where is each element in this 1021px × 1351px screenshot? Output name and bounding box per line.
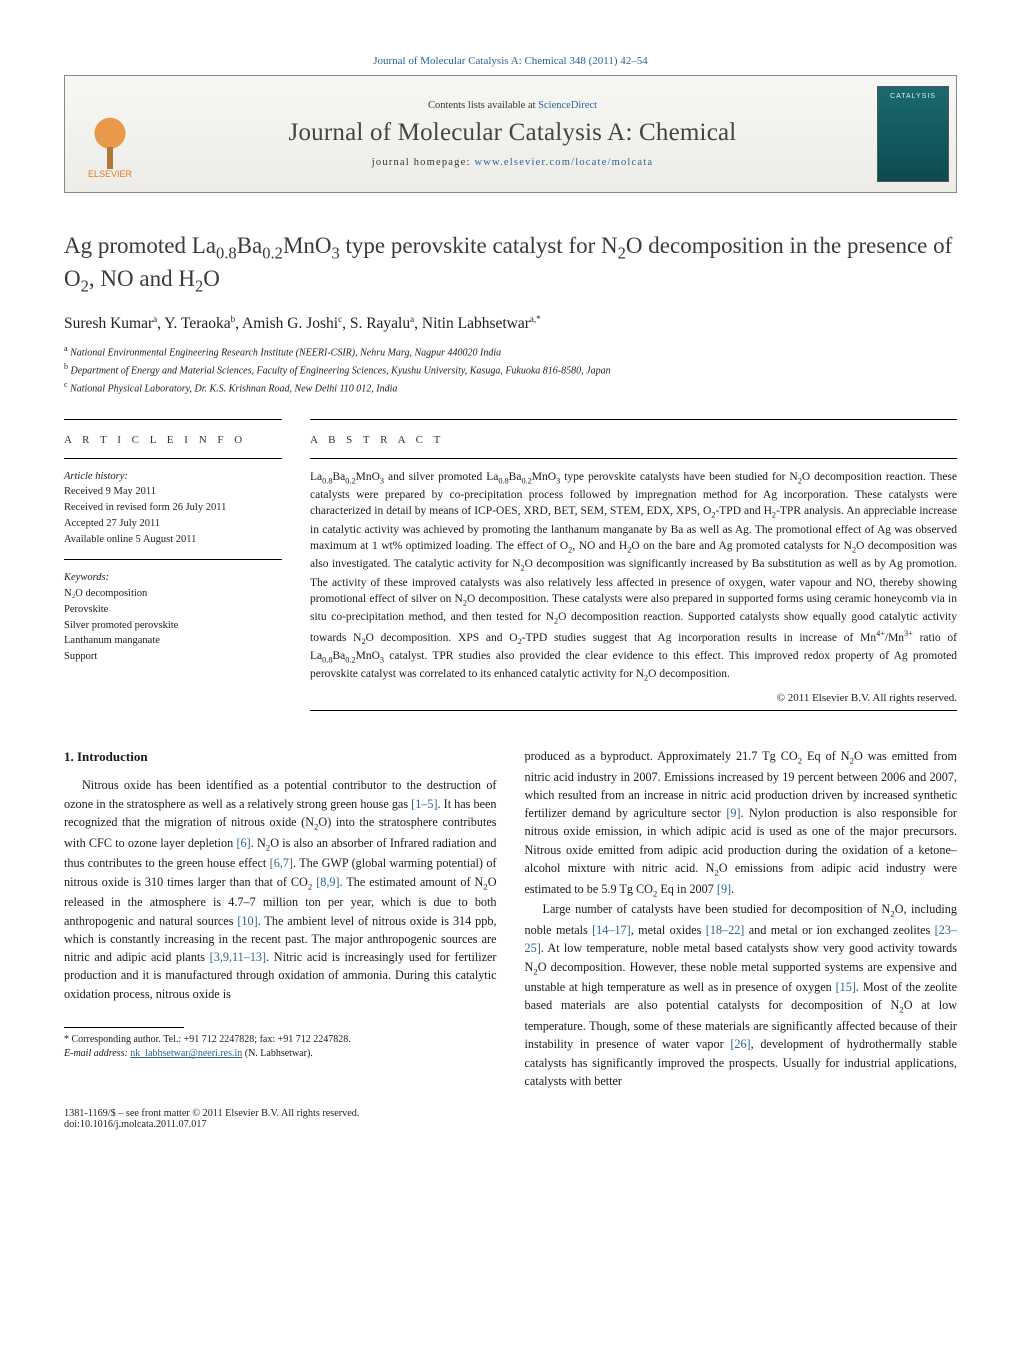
email-suffix: (N. Labhsetwar). [242, 1048, 313, 1059]
page-footer: 1381-1169/$ – see front matter © 2011 El… [64, 1108, 957, 1130]
elsevier-tree-icon [85, 114, 135, 169]
body-col-left: 1. Introduction Nitrous oxide has been i… [64, 747, 497, 1090]
banner-center: Contents lists available at ScienceDirec… [155, 76, 870, 192]
affiliations: a National Environmental Engineering Res… [64, 343, 957, 396]
keyword-3: Silver promoted perovskite [64, 618, 282, 634]
info-rule [64, 458, 282, 459]
keyword-2: Perovskite [64, 602, 282, 618]
keywords-block: Keywords: N₂O decomposition Perovskite S… [64, 570, 282, 665]
homepage-prefix: journal homepage: [372, 157, 475, 168]
cover-thumb-box: CATALYSIS [870, 76, 956, 192]
keywords-label: Keywords: [64, 570, 282, 586]
article-title: Ag promoted La0.8Ba0.2MnO3 type perovski… [64, 231, 957, 298]
intro-para-1: Nitrous oxide has been identified as a p… [64, 776, 497, 1003]
abstract-bottom-rule [310, 710, 957, 711]
journal-cover-icon: CATALYSIS [877, 86, 949, 182]
section-heading-introduction: 1. Introduction [64, 747, 497, 767]
history-accepted: Accepted 27 July 2011 [64, 516, 282, 532]
intro-para-2: produced as a byproduct. Approximately 2… [525, 747, 958, 900]
body-columns: 1. Introduction Nitrous oxide has been i… [64, 747, 957, 1090]
affiliation-a: a National Environmental Engineering Res… [64, 343, 957, 361]
keyword-4: Lanthanum manganate [64, 633, 282, 649]
corresponding-author-footnote: * Corresponding author. Tel.: +91 712 22… [64, 1033, 497, 1062]
article-history: Article history: Received 9 May 2011 Rec… [64, 469, 282, 548]
journal-banner: ELSEVIER Contents lists available at Sci… [64, 75, 957, 193]
info-abstract-row: A R T I C L E I N F O Article history: R… [64, 419, 957, 721]
journal-homepage-link[interactable]: www.elsevier.com/locate/molcata [474, 157, 653, 168]
page: Journal of Molecular Catalysis A: Chemic… [0, 0, 1021, 1170]
sciencedirect-link[interactable]: ScienceDirect [538, 100, 597, 111]
email-label: E-mail address: [64, 1048, 130, 1059]
intro-para-3: Large number of catalysts have been stud… [525, 900, 958, 1090]
authors-line: Suresh Kumara, Y. Teraokab, Amish G. Jos… [64, 314, 957, 333]
keyword-5: Support [64, 649, 282, 665]
doi-line: doi:10.1016/j.molcata.2011.07.017 [64, 1119, 359, 1130]
corr-email-link[interactable]: nk_labhsetwar@neeri.res.in [130, 1048, 242, 1059]
running-head-citation: Journal of Molecular Catalysis A: Chemic… [64, 55, 957, 67]
history-online: Available online 5 August 2011 [64, 532, 282, 548]
article-info-col: A R T I C L E I N F O Article history: R… [64, 419, 282, 721]
cover-text: CATALYSIS [890, 93, 936, 100]
journal-homepage-line: journal homepage: www.elsevier.com/locat… [372, 157, 653, 168]
history-received: Received 9 May 2011 [64, 484, 282, 500]
abstract-text: La0.8Ba0.2MnO3 and silver promoted La0.8… [310, 469, 957, 684]
history-label: Article history: [64, 469, 282, 485]
history-revised: Received in revised form 26 July 2011 [64, 500, 282, 516]
footer-left: 1381-1169/$ – see front matter © 2011 El… [64, 1108, 359, 1130]
affiliation-b-text: Department of Energy and Material Scienc… [71, 365, 611, 376]
copyright-line: © 2011 Elsevier B.V. All rights reserved… [310, 692, 957, 704]
elsevier-logo-icon: ELSEVIER [75, 89, 145, 179]
affiliation-c: c National Physical Laboratory, Dr. K.S.… [64, 379, 957, 397]
contents-prefix: Contents lists available at [428, 100, 538, 111]
article-info-label: A R T I C L E I N F O [64, 434, 282, 446]
body-col-right: produced as a byproduct. Approximately 2… [525, 747, 958, 1090]
abstract-label: A B S T R A C T [310, 434, 957, 446]
corr-email-line: E-mail address: nk_labhsetwar@neeri.res.… [64, 1047, 497, 1062]
footnote-separator [64, 1027, 184, 1028]
info-rule-2 [64, 559, 282, 560]
contents-line: Contents lists available at ScienceDirec… [428, 100, 597, 111]
issn-line: 1381-1169/$ – see front matter © 2011 El… [64, 1108, 359, 1119]
publisher-logo-box: ELSEVIER [65, 76, 155, 192]
journal-title: Journal of Molecular Catalysis A: Chemic… [289, 119, 737, 147]
corr-author-line: * Corresponding author. Tel.: +91 712 22… [64, 1033, 497, 1048]
keyword-1: N₂O decomposition [64, 586, 282, 602]
publisher-logo-text: ELSEVIER [88, 169, 132, 179]
affiliation-b: b Department of Energy and Material Scie… [64, 361, 957, 379]
affiliation-a-text: National Environmental Engineering Resea… [70, 347, 501, 358]
abstract-col: A B S T R A C T La0.8Ba0.2MnO3 and silve… [310, 419, 957, 721]
abstract-rule [310, 458, 957, 459]
affiliation-c-text: National Physical Laboratory, Dr. K.S. K… [70, 383, 397, 394]
